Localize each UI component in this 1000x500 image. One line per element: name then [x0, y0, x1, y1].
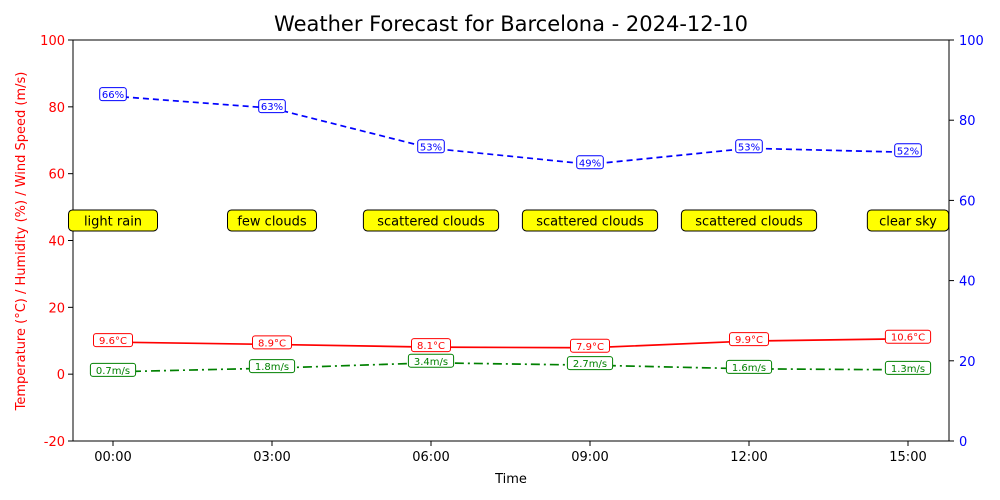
- wind_speed-label-box: [566, 356, 614, 371]
- plot-area: -20 0 20 40 60 80 100 0 20 40 60 80 100 00:00 03:00 06:…: [40, 34, 984, 465]
- humidity-label-box: [735, 139, 763, 154]
- humidity-label-box: [417, 139, 445, 154]
- temperature-data-label: 7.9°C: [576, 342, 604, 353]
- left-y-tick-label: 20: [48, 301, 65, 316]
- condition-label: few clouds: [237, 214, 307, 229]
- wind_speed-label-box: [89, 362, 137, 377]
- condition-box: [866, 209, 950, 232]
- condition-label: scattered clouds: [377, 214, 485, 229]
- wind_speed-data-label: 0.7m/s: [96, 366, 130, 377]
- condition-box: [227, 209, 317, 232]
- humidity-label-box: [258, 99, 286, 114]
- x-tick-label: 09:00: [571, 450, 608, 465]
- condition-box: [68, 209, 158, 232]
- chart-title: Weather Forecast for Barcelona - 2024-12…: [274, 12, 748, 36]
- wind_speed-data-label: 3.4m/s: [414, 357, 448, 368]
- temperature-label-box: [884, 329, 932, 344]
- wind_speed-data-label: 2.7m/s: [573, 359, 607, 370]
- right-y-tick-label: 60: [959, 194, 976, 209]
- humidity-data-label: 52%: [897, 146, 919, 157]
- condition-label: clear sky: [879, 214, 937, 229]
- condition-box: [521, 209, 659, 232]
- temperature-line: [112, 337, 909, 349]
- temperature-data-label: 9.9°C: [735, 335, 763, 346]
- humidity-label-box: [576, 155, 604, 170]
- condition-box: [680, 209, 818, 232]
- temperature-data-label: 10.6°C: [891, 333, 925, 344]
- left-y-axis-label: Temperature (°C) / Humidity (%) / Wind S…: [14, 72, 29, 412]
- left-y-tick-label: 60: [48, 168, 65, 183]
- temperature-data-label: 8.9°C: [258, 338, 286, 349]
- humidity-data-label: 53%: [420, 142, 442, 153]
- wind_speed-label-box: [407, 353, 455, 368]
- humidity-data-label: 66%: [102, 90, 124, 101]
- wind_speed-label-box: [725, 359, 773, 374]
- humidity-data-label: 63%: [261, 102, 283, 113]
- wind_speed-label-box: [248, 359, 296, 374]
- temperature-label-box: [252, 335, 292, 350]
- wind_speed-data-label: 1.3m/s: [891, 364, 925, 375]
- plot-frame: [72, 39, 950, 442]
- x-tick-label: 06:00: [412, 450, 449, 465]
- temperature-label-box: [411, 338, 451, 353]
- humidity-line: [112, 95, 909, 166]
- humidity-data-label: 53%: [738, 142, 760, 153]
- temperature-data-label: 9.6°C: [99, 336, 127, 347]
- left-y-tick-label: 100: [40, 34, 65, 49]
- humidity-data-label: 49%: [579, 158, 601, 169]
- right-y-tick-label: 40: [959, 275, 976, 290]
- wind_speed-line: [112, 361, 909, 373]
- temperature-label-box: [570, 338, 610, 353]
- right-y-tick-label: 80: [959, 114, 976, 129]
- x-axis-label: Time: [494, 472, 527, 487]
- wind_speed-label-box: [884, 360, 932, 375]
- humidity-label-box: [894, 143, 922, 158]
- right-y-tick-label: 20: [959, 355, 976, 370]
- wind_speed-data-label: 1.6m/s: [732, 363, 766, 374]
- left-y-tick-label: 40: [48, 235, 65, 250]
- condition-label: scattered clouds: [536, 214, 644, 229]
- condition-box: [362, 209, 500, 232]
- x-tick-label: 00:00: [94, 450, 131, 465]
- right-y-tick-label: 0: [959, 435, 967, 450]
- temperature-label-box: [729, 332, 769, 347]
- condition-label: light rain: [84, 214, 142, 229]
- humidity-label-box: [99, 87, 127, 102]
- x-tick-label: 15:00: [889, 450, 926, 465]
- temperature-label-box: [93, 333, 133, 348]
- left-y-tick-label: 0: [57, 368, 65, 383]
- x-tick-label: 12:00: [730, 450, 767, 465]
- left-y-tick-label: 80: [48, 101, 65, 116]
- condition-label: scattered clouds: [695, 214, 803, 229]
- left-y-tick-label: -20: [44, 435, 65, 450]
- wind_speed-data-label: 1.8m/s: [255, 362, 289, 373]
- x-tick-label: 03:00: [253, 450, 290, 465]
- temperature-data-label: 8.1°C: [417, 341, 445, 352]
- right-y-tick-label: 100: [959, 34, 984, 49]
